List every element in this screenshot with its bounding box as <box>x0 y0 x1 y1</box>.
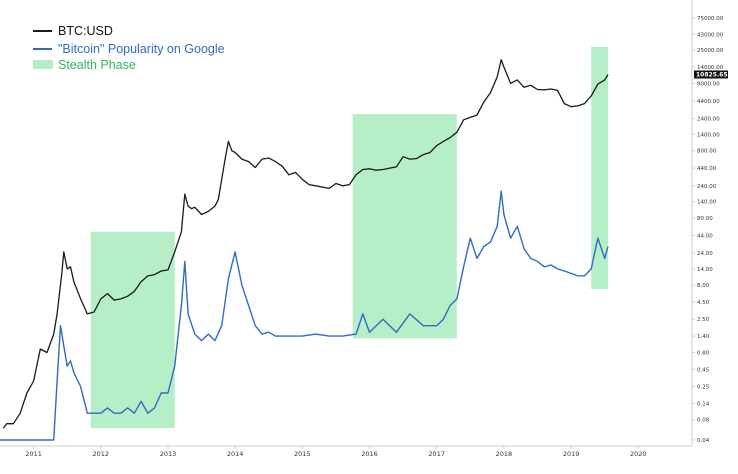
stealth-phase-regions <box>90 46 608 429</box>
y-tick-label: 24.00 <box>697 251 713 257</box>
last-price-marker: 10825.65 <box>694 70 728 79</box>
y-tick-label: 0.80 <box>697 351 710 357</box>
google-popularity-line <box>0 190 609 441</box>
legend: BTC:USD "Bitcoin" Popularity on Google S… <box>33 24 225 72</box>
y-tick-label: 440.00 <box>697 166 717 172</box>
x-tick-label: 2013 <box>160 450 177 458</box>
x-tick-label: 2012 <box>93 450 110 458</box>
y-tick-label: 80.00 <box>697 216 713 222</box>
x-tick-label: 2016 <box>361 450 378 458</box>
x-tick-label: 2011 <box>25 450 42 458</box>
y-tick-label: 25000.00 <box>697 48 724 54</box>
y-tick-label: 0.04 <box>697 438 710 444</box>
btc-price-line <box>2 59 609 429</box>
x-tick-label: 2017 <box>428 450 445 458</box>
last-price-badge <box>694 70 728 79</box>
x-tick-label: 2019 <box>563 450 580 458</box>
legend-label-stealth: Stealth Phase <box>58 58 136 72</box>
series-lines <box>0 59 609 441</box>
y-tick-label: 4.50 <box>697 300 710 306</box>
y-tick-label: 2400.00 <box>697 117 720 123</box>
y-tick-label: 14000.00 <box>697 65 724 71</box>
x-tick-label: 2018 <box>496 450 513 458</box>
y-tick-label: 8000.00 <box>697 81 720 87</box>
x-tick-label: 2014 <box>227 450 244 458</box>
y-tick-label: 1400.00 <box>697 132 720 138</box>
last-price-value: 10825.65 <box>696 72 728 79</box>
stealth-phase-region-1 <box>90 231 175 429</box>
x-tick-label: 2020 <box>630 450 647 458</box>
legend-swatch-stealth <box>33 60 53 69</box>
y-tick-label: 0.45 <box>697 367 710 373</box>
y-tick-labels: 75000.00 43000.00 25000.00 14000.00 8000.00 4… <box>692 16 724 444</box>
y-tick-label: 43000.00 <box>697 32 724 38</box>
axes <box>0 0 693 447</box>
y-tick-label: 44.00 <box>697 233 713 239</box>
x-tick-label: 2015 <box>294 450 311 458</box>
y-tick-label: 240.00 <box>697 184 717 190</box>
y-tick-label: 0.08 <box>697 418 710 424</box>
y-tick-label: 0.25 <box>697 385 710 391</box>
stealth-phase-region-2 <box>352 114 457 339</box>
x-tick-labels: 2011 2012 2013 2014 2015 2016 2017 2018 2019 2020 <box>25 446 647 458</box>
y-tick-label: 8.00 <box>697 283 710 289</box>
y-tick-label: 4400.00 <box>697 99 720 105</box>
y-tick-label: 800.00 <box>697 149 717 155</box>
y-tick-label: 2.50 <box>697 317 710 323</box>
y-tick-label: 0.14 <box>697 401 710 407</box>
y-tick-label: 1.40 <box>697 334 710 340</box>
stealth-phase-region-3 <box>591 46 608 290</box>
y-tick-label: 140.00 <box>697 200 717 206</box>
y-tick-label: 14.00 <box>697 267 713 273</box>
y-tick-label: 75000.00 <box>697 16 724 22</box>
legend-label-btc: BTC:USD <box>58 24 113 38</box>
legend-label-google: "Bitcoin" Popularity on Google <box>58 42 225 56</box>
